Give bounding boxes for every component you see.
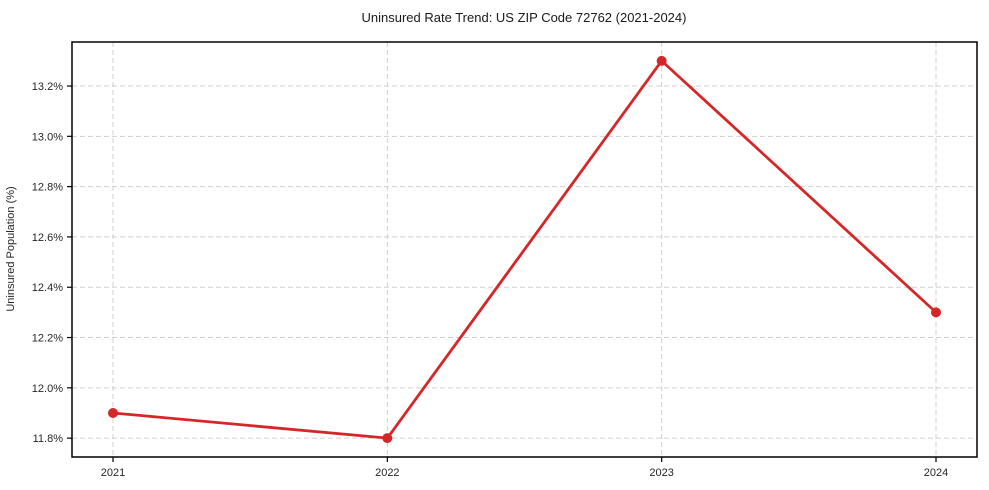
plot-border — [71, 41, 978, 458]
y-tick-label: 13.2% — [32, 81, 63, 93]
y-tick-label: 13.0% — [32, 131, 63, 143]
chart-title: Uninsured Rate Trend: US ZIP Code 72762 … — [362, 10, 687, 25]
data-point — [108, 407, 118, 418]
y-tick-label: 11.8% — [33, 433, 64, 445]
x-tick-label: 2024 — [924, 467, 948, 479]
data-series — [108, 55, 941, 444]
y-tick-label: 12.2% — [32, 333, 63, 345]
axes: 11.8% 12.0% 12.2% 12.4% 12.6% 12.8% 13.0% 13.2%… — [32, 41, 978, 479]
y-tick-label: 12.4% — [32, 282, 63, 294]
x-tick-label: 2021 — [101, 467, 125, 479]
data-point — [656, 55, 667, 66]
data-point — [931, 307, 941, 318]
x-tick-label: 2022 — [375, 467, 399, 479]
y-tick-label: 12.6% — [32, 232, 63, 244]
trend-line — [111, 59, 938, 440]
x-tick-label: 2023 — [649, 467, 673, 479]
y-tick-label: 12.0% — [32, 383, 63, 395]
data-point — [382, 433, 393, 444]
grid-lines — [72, 42, 977, 457]
y-axis-label: Uninsured Population (%) — [5, 186, 17, 311]
y-tick-label: 12.8% — [32, 182, 63, 194]
